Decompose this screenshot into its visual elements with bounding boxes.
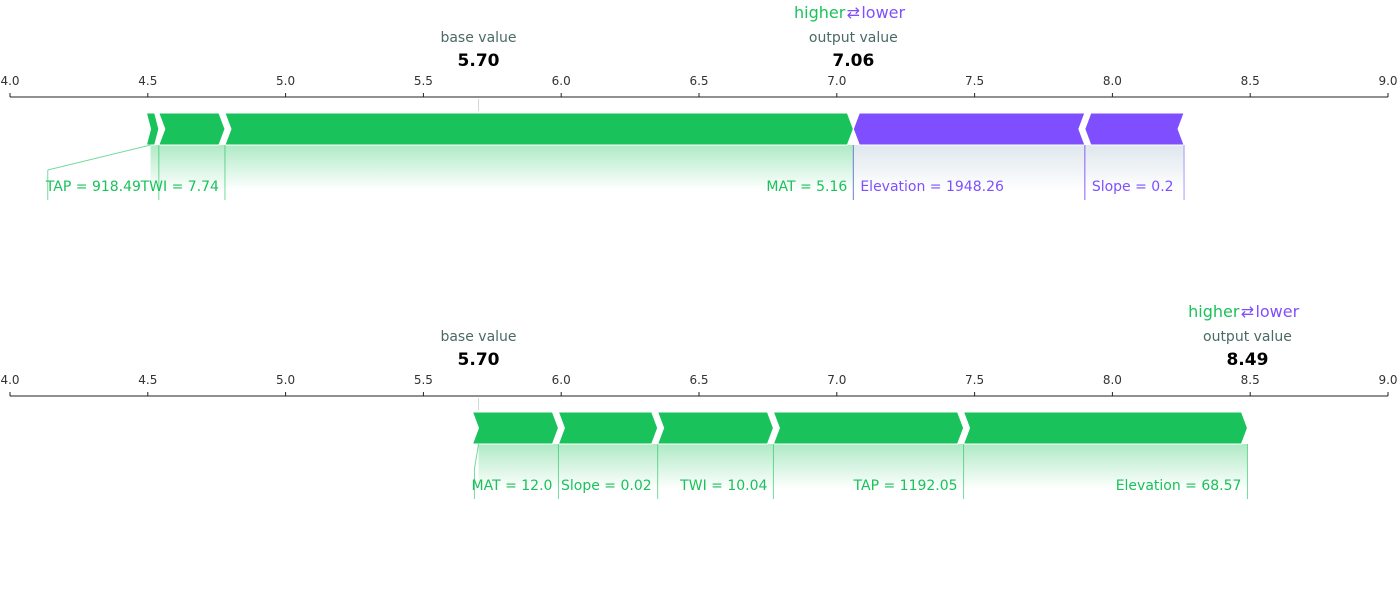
- output-value-caption: output value: [809, 30, 898, 46]
- positive-shade: [773, 444, 964, 489]
- positive-feature-label: MAT = 12.0: [472, 478, 553, 494]
- positive-bar: [158, 112, 226, 146]
- positive-bar: [962, 411, 1248, 445]
- output-value-number: 7.06: [832, 51, 874, 71]
- positive-bar: [557, 411, 659, 445]
- swap-arrow-icon: ⇄: [1241, 302, 1254, 321]
- base-value-caption: base value: [440, 329, 516, 345]
- x-tick-label: 8.5: [1241, 373, 1260, 387]
- x-tick-label: 7.0: [827, 373, 846, 387]
- higher-label: higher: [1188, 302, 1240, 321]
- negative-feature-label: Elevation = 1948.26: [860, 179, 1004, 195]
- x-tick-label: 6.0: [552, 373, 571, 387]
- x-tick-label: 7.5: [965, 373, 984, 387]
- x-tick-label: 9.0: [1378, 373, 1397, 387]
- x-tick-label: 8.5: [1241, 74, 1260, 88]
- base-value-number: 5.70: [458, 350, 500, 370]
- x-tick-label: 4.0: [0, 373, 19, 387]
- positive-bar: [224, 112, 854, 146]
- positive-shade: [963, 444, 1248, 489]
- higher-label: higher: [794, 3, 846, 22]
- swap-arrow-icon: ⇄: [847, 3, 860, 22]
- x-tick-label: 4.0: [0, 74, 19, 88]
- positive-feature-label: Slope = 0.02: [561, 478, 652, 494]
- positive-bar: [772, 411, 965, 445]
- negative-bar: [1084, 112, 1185, 146]
- positive-feature-label: TWI = 7.74: [140, 179, 219, 195]
- lower-label: lower: [861, 3, 905, 22]
- positive-bar: [145, 112, 160, 146]
- positive-shade: [558, 444, 658, 489]
- x-tick-label: 5.0: [276, 74, 295, 88]
- lower-label: lower: [1255, 302, 1299, 321]
- positive-bar: [471, 411, 559, 445]
- label-connector: [47, 144, 151, 171]
- positive-feature-label: MAT = 5.16: [766, 179, 847, 195]
- x-tick-label: 4.5: [138, 74, 157, 88]
- x-tick-label: 8.0: [1103, 74, 1122, 88]
- x-tick-label: 6.5: [689, 373, 708, 387]
- output-value-number: 8.49: [1226, 350, 1268, 370]
- x-tick-label: 4.5: [138, 373, 157, 387]
- positive-shade: [224, 145, 854, 190]
- x-tick-label: 7.0: [827, 74, 846, 88]
- x-tick-label: 6.0: [552, 74, 571, 88]
- positive-shade: [478, 444, 559, 489]
- negative-bar: [852, 112, 1086, 146]
- x-tick-label: 6.5: [689, 74, 708, 88]
- negative-shade: [1084, 145, 1185, 190]
- base-value-caption: base value: [440, 30, 516, 46]
- x-tick-label: 7.5: [965, 74, 984, 88]
- force-plot-2: 4.0 4.5 5.0 5.5 6.0 6.5 7.0 7.5 8.0 8.5 9.0 base va…: [0, 302, 1398, 499]
- positive-shade: [158, 145, 225, 190]
- x-tick-label: 5.0: [276, 373, 295, 387]
- output-value-caption: output value: [1203, 329, 1292, 345]
- negative-feature-label: Slope = 0.2: [1092, 179, 1174, 195]
- label-connector: [473, 443, 480, 470]
- base-value-number: 5.70: [458, 51, 500, 71]
- higher-lower-legend: higher ⇄ lower: [794, 3, 905, 22]
- higher-lower-legend: higher ⇄ lower: [1188, 302, 1299, 321]
- positive-feature-label: TWI = 10.04: [679, 478, 767, 494]
- positive-bar: [656, 411, 774, 445]
- positive-feature-label: TAP = 1192.05: [853, 478, 958, 494]
- x-tick-label: 5.5: [414, 373, 433, 387]
- x-tick-label: 9.0: [1378, 74, 1397, 88]
- x-tick-label: 8.0: [1103, 373, 1122, 387]
- positive-feature-label: Elevation = 68.57: [1116, 478, 1242, 494]
- positive-shade: [150, 145, 159, 190]
- positive-feature-label: TAP = 918.49: [45, 179, 141, 195]
- positive-shade: [657, 444, 774, 489]
- force-plot-1: 4.0 4.5 5.0 5.5 6.0 6.5 7.0 7.5 8.0 8.5 9.0 base va…: [0, 3, 1398, 200]
- x-tick-label: 5.5: [414, 74, 433, 88]
- negative-shade: [853, 145, 1085, 190]
